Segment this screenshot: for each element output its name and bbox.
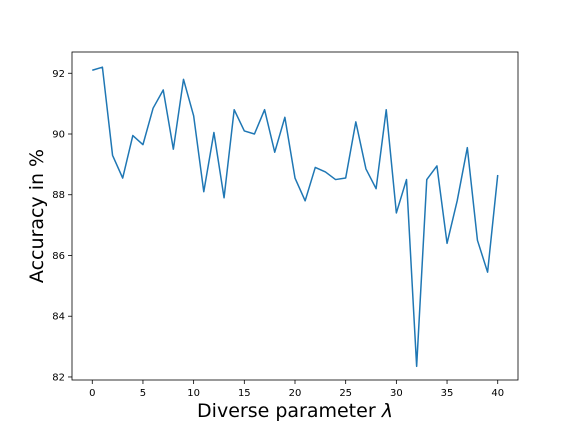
y-axis-label: Accuracy in % <box>26 149 48 283</box>
y-tick-label: 84 <box>52 312 65 323</box>
x-tick-label: 40 <box>491 388 504 399</box>
x-tick-label: 5 <box>140 388 146 399</box>
x-tick-label: 35 <box>441 388 454 399</box>
series-layer <box>92 66 499 368</box>
x-tick-label: 15 <box>238 388 251 399</box>
y-tick-label: 90 <box>52 130 65 141</box>
y-tick-label: 86 <box>52 251 65 262</box>
y-tick-label: 82 <box>52 372 65 383</box>
x-axis-label: Diverse parameter λ <box>197 400 393 422</box>
x-axis-label-symbol: λ <box>381 400 393 422</box>
x-tick-label: 10 <box>187 388 200 399</box>
y-axis-ticks: 82 84 86 88 90 92 <box>52 69 72 383</box>
plot-area <box>71 51 519 381</box>
y-tick-label: 88 <box>52 190 65 201</box>
series-line <box>92 66 499 368</box>
x-tick-label: 25 <box>339 388 352 399</box>
y-tick-label: 92 <box>52 69 65 80</box>
x-axis-ticks: 0 5 10 15 20 25 30 35 40 <box>89 380 504 399</box>
x-axis-label-text: Diverse parameter <box>197 400 376 422</box>
x-tick-label: 0 <box>89 388 95 399</box>
x-tick-label: 30 <box>390 388 403 399</box>
x-tick-label: 20 <box>289 388 302 399</box>
